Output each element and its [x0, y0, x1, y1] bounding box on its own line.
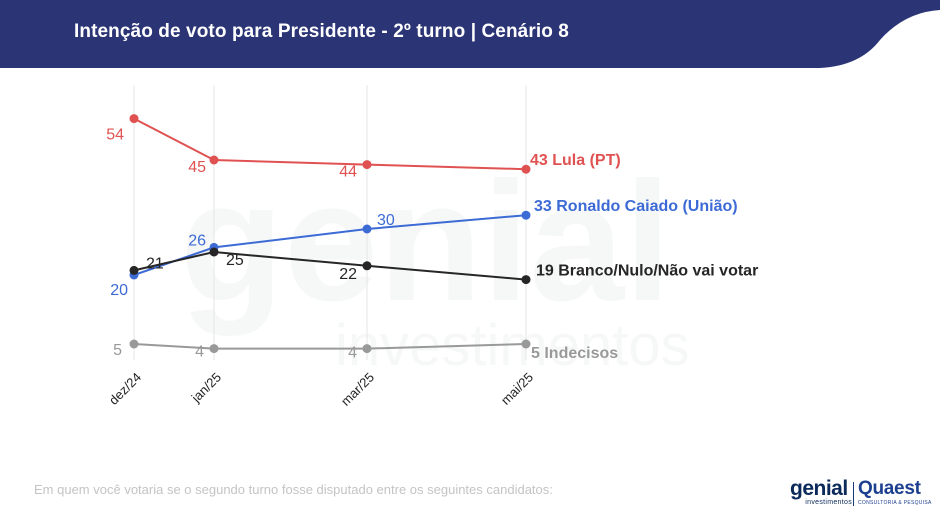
series-2: 20 26 30 33 Ronaldo Caiado (União): [110, 198, 737, 299]
series-end-label: 33 Ronaldo Caiado (União): [534, 198, 738, 215]
x-tick-label: jan/25: [188, 370, 224, 406]
data-label: 20: [110, 282, 128, 299]
quaest-logo-brand: Quaest: [858, 478, 921, 499]
data-point: [209, 344, 219, 354]
quaest-logo-sub: CONSULTORIA & PESQUISA: [858, 500, 932, 506]
series-end-label: 19 Branco/Nulo/Não vai votar: [536, 263, 758, 280]
series-line: [133, 250, 527, 281]
quaest-logo: Quaest CONSULTORIA & PESQUISA: [858, 478, 932, 508]
data-point: [362, 344, 372, 354]
series-end-label: 43 Lula (PT): [530, 152, 621, 169]
watermark-sub: investimentos: [335, 313, 690, 378]
header-shape: [0, 0, 940, 68]
data-label: 4: [348, 345, 357, 362]
series-1: 54 45 44 43 Lula (PT): [106, 114, 621, 181]
series-3: 21 25 22 19 Branco/Nulo/Não vai votar: [129, 247, 758, 285]
series-end-label: 5 Indecisos: [531, 345, 618, 362]
data-label: 45: [188, 159, 206, 176]
logo-divider: [853, 482, 854, 506]
data-label: 22: [339, 266, 357, 283]
data-label: 26: [188, 232, 206, 249]
data-point: [362, 224, 372, 234]
data-point: [209, 247, 219, 257]
data-point: [521, 339, 531, 349]
data-label: 21: [146, 255, 164, 272]
genial-logo-sub: investimentos: [805, 499, 852, 506]
data-label: 54: [106, 127, 124, 144]
data-point: [521, 210, 531, 220]
data-label: 30: [377, 212, 395, 229]
data-point: [362, 261, 372, 271]
data-point: [129, 114, 139, 124]
header-banner: Intenção de voto para Presidente - 2º tu…: [0, 0, 940, 68]
data-point: [209, 155, 219, 165]
data-label: 25: [226, 252, 244, 269]
data-label: 44: [339, 164, 357, 181]
data-point: [129, 339, 139, 349]
genial-logo: genial investimentos: [790, 478, 852, 508]
series-4: 5 4 4 5 Indecisos: [113, 339, 618, 362]
x-tick-label: dez/24: [106, 370, 144, 408]
footnote: Em quem você votaria se o segundo turno …: [34, 482, 553, 497]
data-label: 4: [195, 344, 204, 361]
data-label: 5: [113, 342, 122, 359]
genial-logo-brand: genial: [790, 477, 848, 500]
data-point: [521, 164, 531, 174]
data-point: [129, 265, 139, 275]
grid-lines: [133, 85, 527, 360]
page-title: Intenção de voto para Presidente - 2º tu…: [74, 21, 569, 42]
series-line: [133, 117, 527, 171]
data-point: [521, 275, 531, 285]
series-line: [133, 343, 527, 350]
data-point: [362, 160, 372, 170]
